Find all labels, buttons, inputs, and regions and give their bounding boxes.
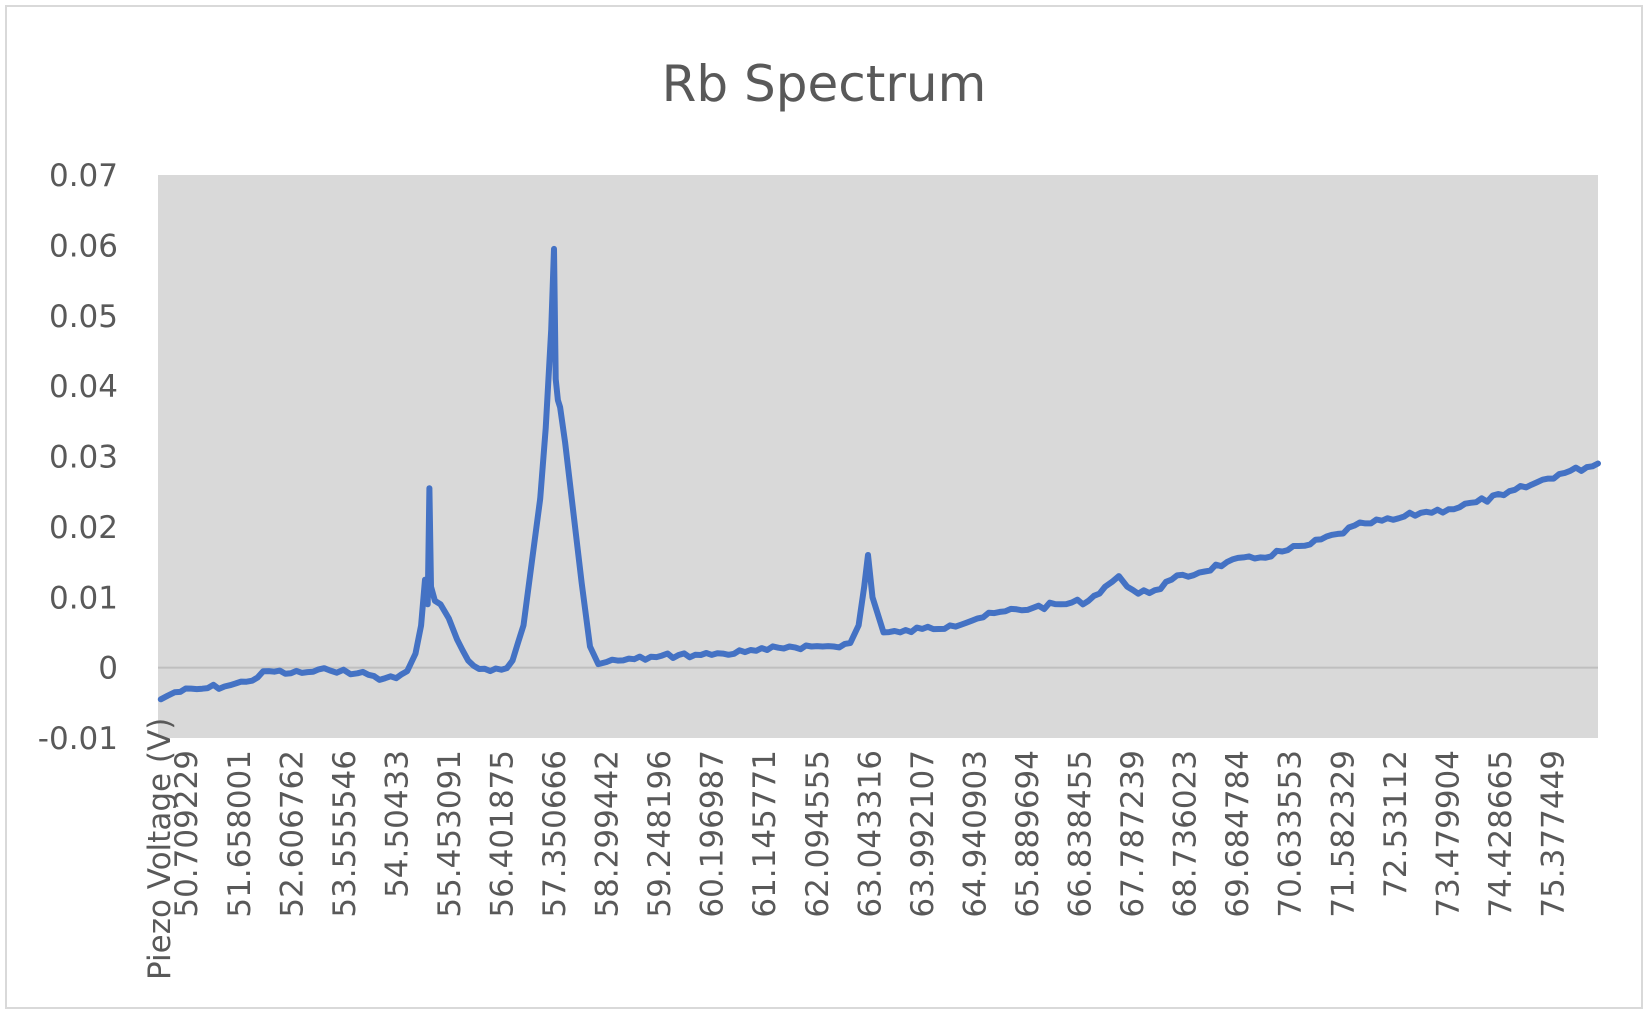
- x-tick-label: 72.53112: [1378, 750, 1414, 898]
- x-tick-label: 50.709229: [169, 750, 205, 918]
- x-tick-label: 58.299442: [590, 750, 626, 918]
- plot-area: [158, 175, 1598, 738]
- x-tick-label: 63.992107: [905, 750, 941, 918]
- x-tick-label: 66.838455: [1063, 750, 1099, 918]
- x-tick-label: 53.555546: [327, 750, 363, 918]
- y-tick-label: 0.02: [49, 510, 118, 546]
- x-tick-label: 75.377449: [1535, 750, 1571, 918]
- x-tick-label: 59.248196: [642, 750, 678, 918]
- y-tick-label: 0.06: [49, 228, 118, 264]
- x-tick-label: 63.043316: [852, 750, 888, 918]
- series-line: [157, 245, 1601, 703]
- x-tick-label: 67.787239: [1115, 750, 1151, 918]
- x-tick-label: 57.350666: [537, 750, 573, 918]
- x-tick-label: 55.453091: [432, 750, 468, 918]
- y-tick-label: 0.01: [49, 580, 118, 616]
- x-tick-label: 54.50433: [379, 750, 415, 898]
- x-tick-label: 52.606762: [274, 750, 310, 918]
- x-tick-label: 68.736023: [1168, 750, 1204, 918]
- x-tick-label: 69.684784: [1220, 750, 1256, 918]
- x-tick-label: 65.889694: [1010, 750, 1046, 918]
- y-tick-label: 0.04: [49, 369, 118, 405]
- y-tick-label: 0.05: [49, 299, 118, 335]
- x-tick-label: 60.196987: [695, 750, 731, 918]
- x-tick-label: 56.401875: [484, 750, 520, 918]
- y-tick-labels: -0.01 0 0.01 0.02 0.03 0.04 0.05 0.06 0.07: [38, 158, 118, 757]
- x-tick-label: 62.094555: [800, 750, 836, 918]
- y-tick-label: -0.01: [38, 721, 118, 757]
- x-tick-labels: 50.709229 51.658001 52.606762 53.555546 54.5…: [169, 750, 1571, 918]
- y-tick-label: 0.03: [49, 440, 118, 476]
- x-tick-label: 71.582329: [1325, 750, 1361, 918]
- x-tick-label: 73.479904: [1430, 750, 1466, 918]
- x-tick-label: 64.940903: [957, 750, 993, 918]
- y-tick-label: 0: [98, 651, 118, 687]
- x-tick-label: 51.658001: [222, 750, 258, 918]
- x-tick-label: 61.145771: [747, 750, 783, 918]
- x-tick-label: 74.428665: [1483, 750, 1519, 918]
- x-axis-title: Piezo Voltage (V): [142, 718, 178, 980]
- y-tick-label: 0.07: [49, 158, 118, 194]
- x-tick-label: 70.633553: [1273, 750, 1309, 918]
- chart-title: Rb Spectrum: [661, 55, 987, 113]
